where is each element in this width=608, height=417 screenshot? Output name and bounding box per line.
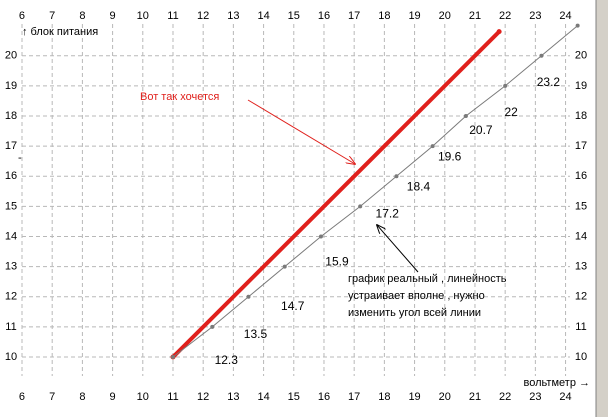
grid	[21, 24, 570, 376]
series-line	[172, 25, 579, 358]
x-tick-label: 8	[79, 10, 85, 22]
annotation-line: график реальный , линейность	[348, 273, 507, 285]
x-tick-label: 13	[227, 10, 239, 22]
data-label: 13.5	[244, 327, 268, 341]
x-tick-label: 17	[348, 10, 360, 22]
y-tick-label: 18	[575, 110, 587, 122]
point	[496, 29, 502, 35]
point	[210, 324, 215, 329]
x-tick-label: 14	[257, 10, 269, 22]
annotation-arrow	[247, 99, 355, 164]
point	[463, 114, 468, 119]
point	[318, 234, 323, 239]
x-tick-label: 11	[167, 391, 178, 403]
x-tick-label: 21	[469, 10, 481, 22]
series-line	[170, 29, 502, 360]
x-tick-label: 6	[19, 391, 25, 403]
x-tick-label: 20	[439, 391, 451, 403]
x-tick-label: 21	[469, 391, 481, 403]
y-tick-label: 12	[5, 291, 17, 303]
x-tick-label: 18	[378, 391, 390, 403]
data-label: 22	[504, 105, 518, 119]
y-tick-label: 19	[5, 80, 17, 92]
y-tick-label: 10	[575, 351, 587, 363]
data-label: 23.2	[537, 75, 561, 89]
annotation-line: изменить угол всей линии	[348, 307, 481, 319]
y-tick-label: 20	[575, 50, 587, 62]
data-label: 14.7	[281, 299, 305, 313]
x-tick-label: 24	[559, 10, 571, 22]
x-tick-label: 10	[137, 391, 149, 403]
x-tick-label: 19	[408, 10, 420, 22]
point	[503, 83, 508, 88]
x-tick-label: 17	[348, 391, 360, 403]
data-label: 17.2	[376, 207, 400, 221]
point	[430, 144, 435, 149]
data-label: 15.9	[325, 255, 349, 269]
x-tick-label: 19	[408, 391, 420, 403]
y-tick-label: 17	[5, 140, 17, 152]
x-tick-label: 6	[19, 10, 25, 22]
x-tick-label: 22	[499, 391, 511, 403]
y-tick-label: 13	[5, 261, 17, 273]
x-tick-label: 9	[110, 10, 116, 22]
x-tick-label: 23	[529, 391, 541, 403]
y-tick-label: 19	[575, 80, 587, 92]
y-tick-label: 13	[575, 261, 587, 273]
data-label: 19.6	[438, 149, 462, 163]
x-tick-label: 20	[439, 10, 451, 22]
y-tick-label: 20	[5, 50, 17, 62]
x-tick-label: 16	[318, 10, 330, 22]
x-tick-label: 15	[288, 391, 300, 403]
data-label: 12.3	[215, 353, 239, 367]
y-tick-label: 17	[575, 140, 587, 152]
y-tick-label: 12	[575, 291, 587, 303]
x-tick-label: 15	[288, 10, 300, 22]
y-tick-label: 14	[575, 230, 587, 242]
x-axis-label: вольтметр →	[524, 377, 590, 389]
stray-mark: -	[18, 152, 22, 164]
data-label: 18.4	[407, 179, 431, 193]
x-tick-label: 12	[197, 10, 209, 22]
x-tick-label: 23	[529, 10, 541, 22]
point	[539, 53, 544, 58]
point	[575, 23, 580, 28]
y-tick-label: 18	[5, 110, 17, 122]
x-tick-label: 24	[559, 391, 571, 403]
data-label: 20.7	[469, 123, 493, 137]
y-tick-label: 11	[5, 321, 16, 333]
x-tick-label: 7	[49, 10, 55, 22]
x-tick-label: 11	[167, 10, 178, 22]
point	[246, 294, 251, 299]
annotation-line: устраивает вполне , нужно	[348, 290, 485, 302]
y-tick-label: 14	[5, 230, 17, 242]
x-tick-label: 18	[378, 10, 390, 22]
x-tick-label: 14	[257, 391, 269, 403]
y-tick-label: 16	[575, 170, 587, 182]
point	[170, 355, 175, 360]
y-tick-label: 11	[575, 321, 586, 333]
point	[358, 204, 363, 209]
x-tick-label: 13	[227, 391, 239, 403]
point	[282, 264, 287, 269]
y-tick-label: 10	[5, 351, 17, 363]
annotation-arrow	[377, 225, 419, 273]
y-tick-label: 15	[575, 200, 587, 212]
window-edge	[596, 0, 608, 417]
x-tick-label: 7	[49, 391, 55, 403]
y-tick-label: 15	[5, 200, 17, 212]
x-tick-label: 9	[110, 391, 116, 403]
x-tick-label: 16	[318, 391, 330, 403]
point	[394, 174, 399, 179]
x-tick-label: 12	[197, 391, 209, 403]
x-tick-label: 8	[79, 391, 85, 403]
x-tick-label: 22	[499, 10, 511, 22]
annotation: Вот так хочется	[140, 91, 219, 103]
x-tick-label: 10	[137, 10, 149, 22]
y-tick-label: 16	[5, 170, 17, 182]
y-axis-label: ↑ блок питания	[22, 26, 98, 38]
